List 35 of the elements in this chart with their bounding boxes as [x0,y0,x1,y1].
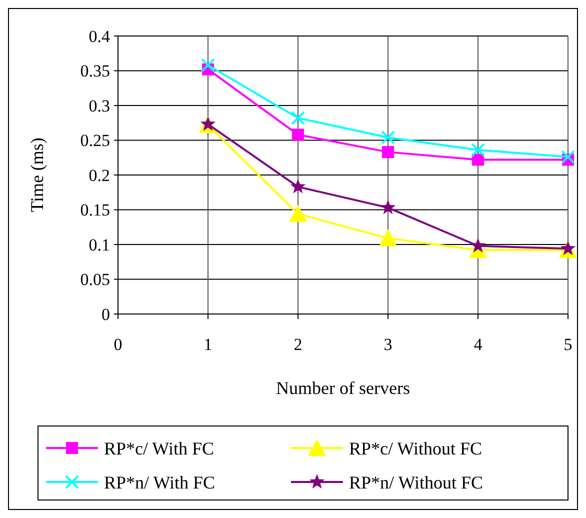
point [472,154,484,166]
x-tick-label: 3 [384,335,392,354]
x-tick-label: 0 [114,335,122,354]
point [289,204,307,222]
y-tick-label: 0.25 [80,131,110,150]
y-tick-label: 0.4 [88,26,110,46]
point [382,146,394,158]
y-tick-label: 0.35 [80,62,110,81]
y-tick-label: 0.1 [88,235,110,254]
point [470,238,486,252]
y-tick-label: 0.05 [80,270,110,290]
point [561,150,575,164]
legend-label: RP*n/ Without FC [349,472,483,492]
point [381,130,395,144]
x-tick-label: 5 [564,335,572,354]
y-tick-label: 0 [102,304,110,324]
y-tick-label: 0.3 [88,96,110,116]
point [290,178,306,194]
y-tick-label: 0.15 [80,200,110,220]
y-tick-label: 0.2 [88,166,110,185]
point [201,58,215,72]
point [560,240,576,256]
x-tick-label: 1 [204,335,212,354]
legend-label: RP*c/ Without FC [349,438,482,458]
x-axis-title: Number of servers [276,378,410,398]
point [291,111,305,126]
legend-label: RP*c/ With FC [104,438,214,458]
point [380,200,396,214]
point [471,142,485,157]
x-tick-label: 2 [294,335,302,354]
point [292,128,304,141]
x-tick-label: 4 [474,335,483,354]
point [379,229,397,246]
y-axis-title: Time (ms) [27,138,47,212]
legend-label: RP*n/ With FC [104,472,215,492]
